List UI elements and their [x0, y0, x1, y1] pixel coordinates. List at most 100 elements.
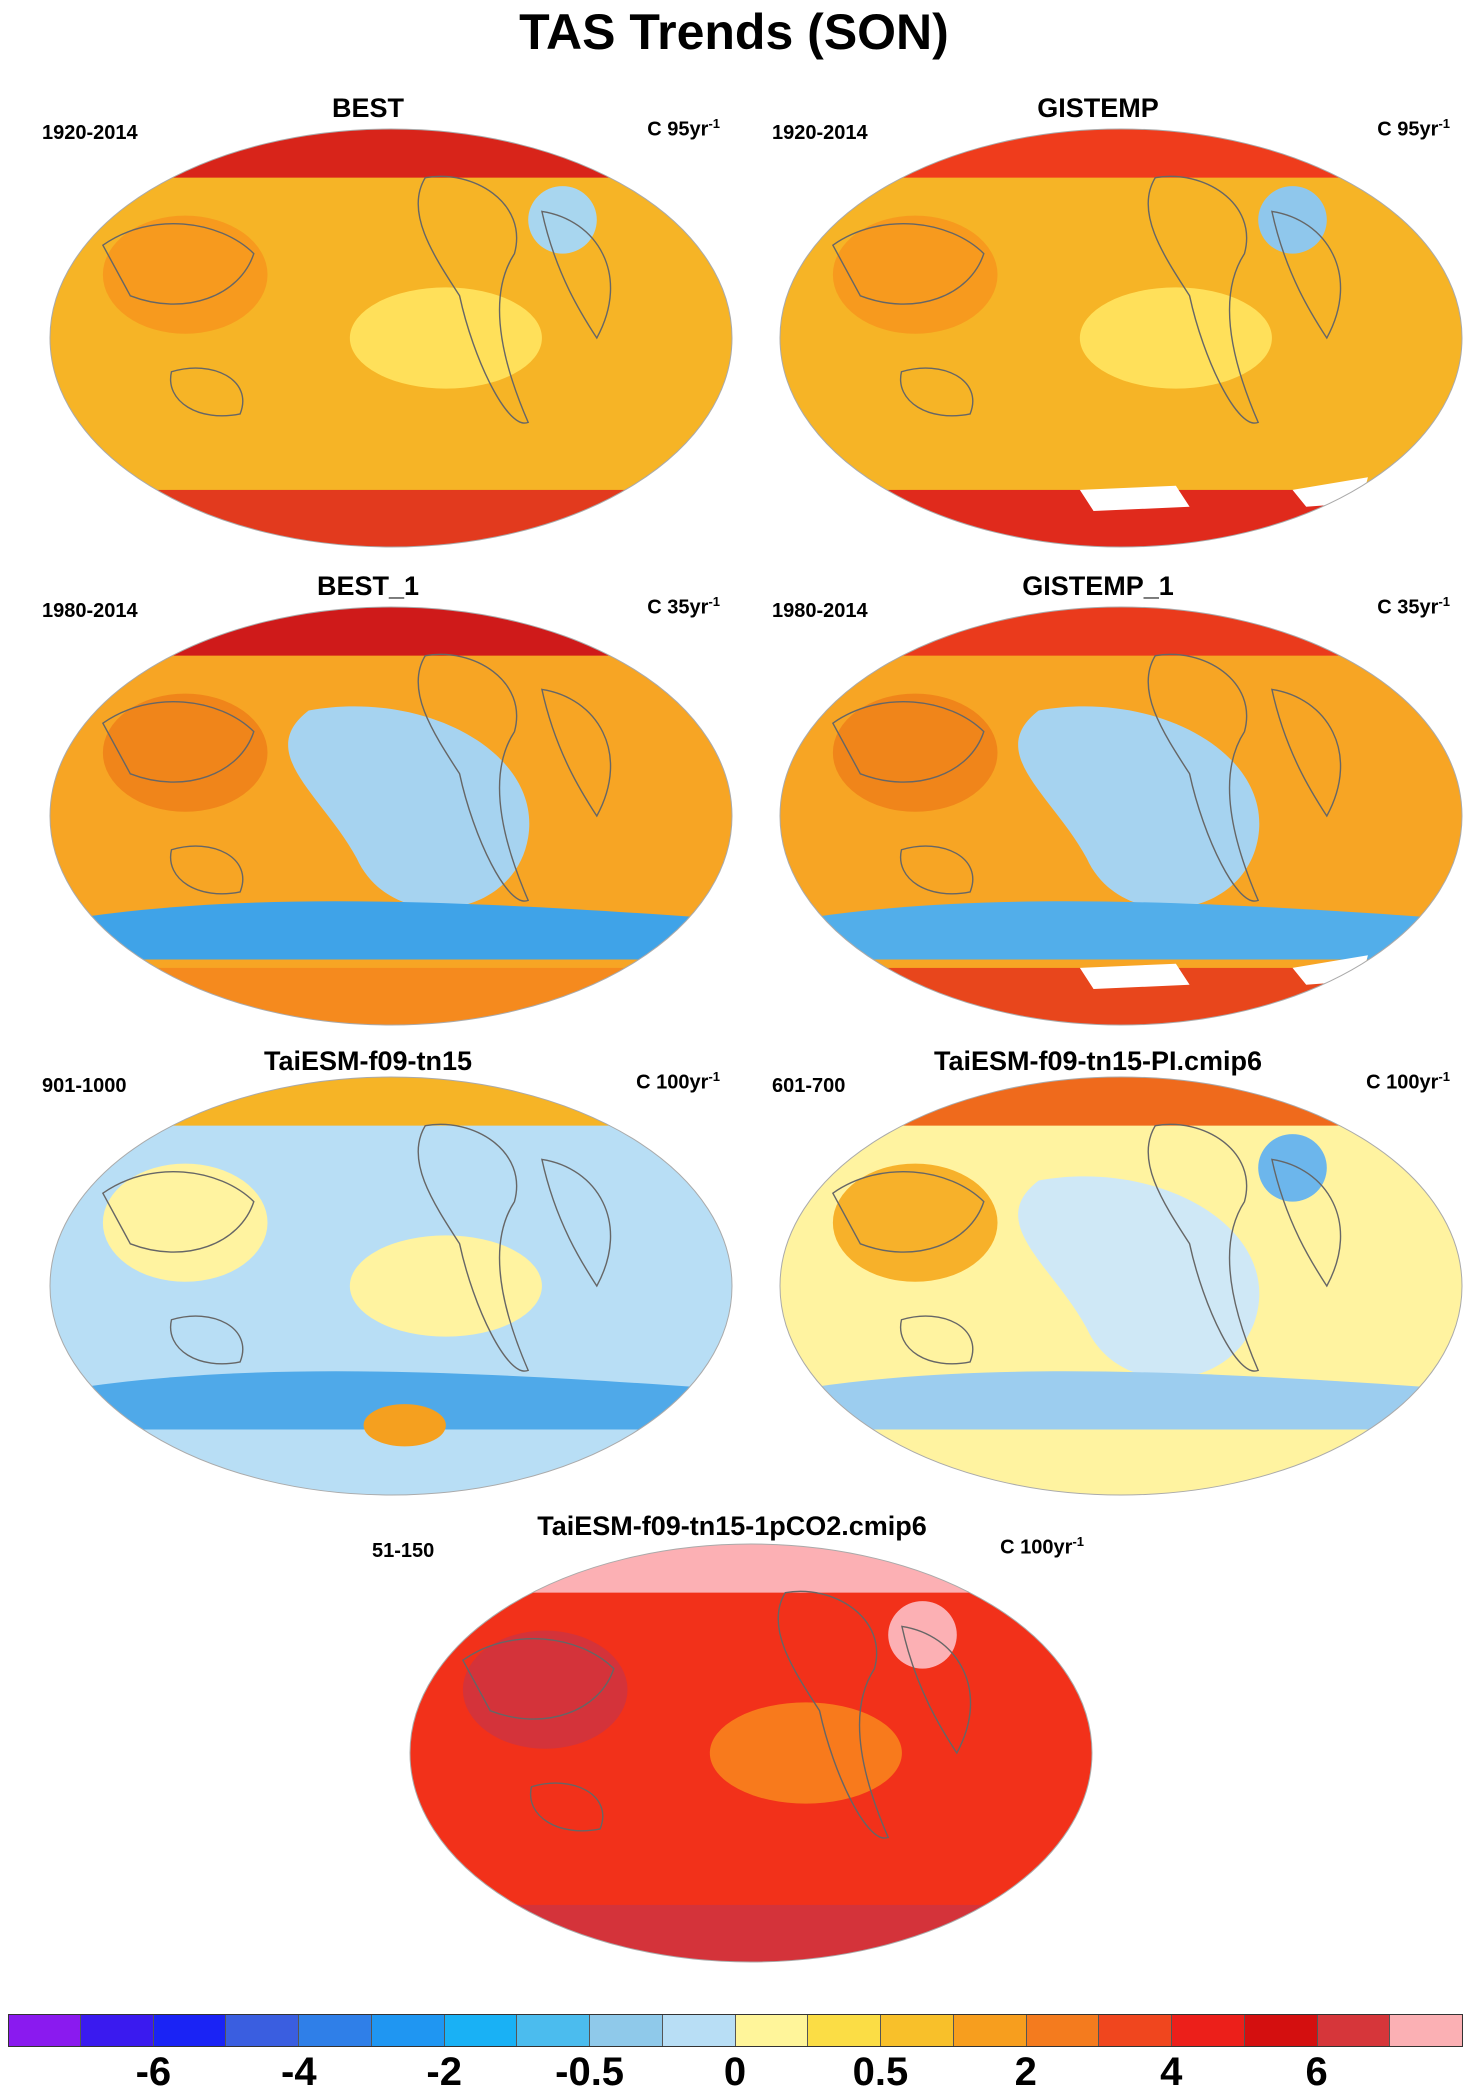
coastline-outline — [101, 175, 612, 424]
map-panel-best: BEST 1920-2014 C 95yr-1 — [8, 92, 733, 553]
units-label: C 35yr-1 — [647, 594, 720, 619]
anomaly-region-blob-a — [1079, 287, 1272, 389]
map-field — [779, 128, 1463, 548]
colorbar-box — [299, 2014, 372, 2046]
anomaly-region-arctic — [50, 1077, 732, 1126]
map-panel-taiesmpi: TaiESM-f09-tn15-PI.cmip6 601-700 C 100yr-1 — [738, 1045, 1463, 1501]
colorbar-tick-label: 6 — [1305, 2050, 1328, 2094]
colorbar-tick-label: -0.5 — [555, 2050, 625, 2094]
colorbar-box — [953, 2014, 1027, 2046]
colorbar-tick-label: -4 — [281, 2050, 317, 2094]
coastline-outline — [831, 1123, 1342, 1372]
period-label: 601-700 — [772, 1075, 846, 1097]
colorbar-box — [1099, 2014, 1172, 2046]
anomaly-region-arctic — [780, 129, 1462, 178]
colorbar-tick-label: -2 — [426, 2050, 462, 2094]
anomaly-region-southern — [50, 1371, 732, 1430]
anomaly-region-blob-b — [102, 1163, 268, 1282]
colorbar-box — [1317, 2014, 1391, 2046]
anomaly-region-blob-b — [832, 1163, 998, 1282]
panel-title: TaiESM-f09-tn15 — [263, 1046, 473, 1076]
units-label: C 100yr-1 — [1366, 1069, 1450, 1094]
map-field — [49, 128, 733, 548]
panel-title: BEST_1 — [316, 571, 420, 601]
anomaly-region-blob-c — [528, 186, 597, 254]
anomaly-region-blob-b — [832, 215, 998, 334]
panel-title: GISTEMP_1 — [1022, 571, 1174, 601]
colorbar-tick-label: 2 — [1014, 2050, 1037, 2094]
anomaly-region-blob-b — [462, 1630, 628, 1749]
anomaly-region-pacific — [288, 706, 530, 909]
anomaly-region-southern — [50, 901, 732, 960]
anomaly-region-arctic — [410, 1544, 1092, 1593]
anomaly-region-antarctic — [50, 967, 732, 1025]
color-legend-frame — [8, 2014, 1463, 2047]
anomaly-region-missing — [1079, 477, 1368, 512]
units-label: C 100yr-1 — [636, 1069, 720, 1094]
anomaly-region-missing — [1079, 955, 1368, 990]
anomaly-region-pacific — [1018, 706, 1260, 909]
anomaly-region-arctic — [50, 129, 732, 178]
map-panel-gistemp1: GISTEMP_1 1980-2014 C 35yr-1 — [738, 570, 1463, 1031]
map-border — [49, 1076, 733, 1496]
coastline-outline — [101, 653, 612, 902]
period-label: 1980-2014 — [772, 600, 868, 622]
map-field — [779, 1076, 1463, 1496]
anomaly-region-blob-c — [888, 1601, 957, 1669]
units-label: C 95yr-1 — [1377, 116, 1450, 141]
colorbar-box — [226, 2014, 299, 2046]
map-border — [779, 606, 1463, 1026]
map-border — [49, 606, 733, 1026]
coastline-outline — [831, 653, 1342, 902]
map-field — [779, 606, 1463, 1026]
colorbar-box — [1172, 2014, 1245, 2046]
anomaly-region-blob-a — [709, 1702, 902, 1804]
anomaly-region-blob-d — [363, 1404, 446, 1447]
map-panel-best1: BEST_1 1980-2014 C 35yr-1 — [8, 570, 733, 1031]
map-field — [409, 1543, 1093, 1963]
colorbar-box — [590, 2014, 663, 2046]
anomaly-region-blob-c — [1258, 186, 1327, 254]
anomaly-region-blob-a — [349, 1235, 542, 1337]
colorbar-box — [1026, 2014, 1100, 2046]
anomaly-region-southern — [780, 901, 1462, 960]
map-field — [49, 606, 733, 1026]
coastline-outline — [101, 1123, 612, 1372]
anomaly-region-arctic — [780, 1077, 1462, 1126]
anomaly-region-blob-b — [102, 215, 268, 334]
panel-title: TaiESM-f09-tn15-PI.cmip6 — [933, 1046, 1263, 1076]
colorbar-tick-label: 4 — [1160, 2050, 1183, 2094]
units-label: C 100yr-1 — [1000, 1534, 1084, 1559]
colorbar-tick-label: 0.5 — [852, 2050, 909, 2094]
colorbar-box — [153, 2014, 227, 2046]
colorbar-box — [808, 2014, 881, 2046]
colorbar-box — [444, 2014, 518, 2046]
map-panel-gistemp: GISTEMP 1920-2014 C 95yr-1 — [738, 92, 1463, 553]
panel-title: TaiESM-f09-tn15-1pCO2.cmip6 — [537, 1511, 927, 1541]
units-label: C 95yr-1 — [647, 116, 720, 141]
period-label: 1920-2014 — [772, 122, 868, 144]
anomaly-region-arctic — [50, 607, 732, 656]
map-panel-taiesm: TaiESM-f09-tn15 901-1000 C 100yr-1 — [8, 1045, 733, 1501]
map-border — [49, 128, 733, 548]
colorbar-tick-label: -6 — [135, 2050, 172, 2094]
anomaly-region-pacific — [1018, 1176, 1260, 1379]
period-label: 901-1000 — [42, 1075, 127, 1097]
colorbar-box — [8, 2014, 81, 2046]
panel-title: BEST — [331, 93, 404, 123]
period-label: 1980-2014 — [42, 600, 138, 622]
page-title: TAS Trends (SON) — [519, 4, 949, 60]
map-field — [49, 1076, 733, 1496]
anomaly-region-blob-a — [349, 287, 542, 389]
colorbar-box — [371, 2014, 445, 2046]
colorbar-box — [881, 2014, 954, 2046]
colorbar-box — [80, 2014, 154, 2046]
coastline-outline — [461, 1590, 972, 1839]
anomaly-region-blob-b — [832, 693, 998, 812]
anomaly-region-antarctic — [410, 1904, 1092, 1962]
colorbar-tick-label: 0 — [723, 2050, 747, 2094]
colorbar-box — [662, 2014, 736, 2046]
period-label: 1920-2014 — [42, 122, 138, 144]
anomaly-region-southern — [780, 1371, 1462, 1430]
colorbar-box — [1244, 2014, 1318, 2046]
